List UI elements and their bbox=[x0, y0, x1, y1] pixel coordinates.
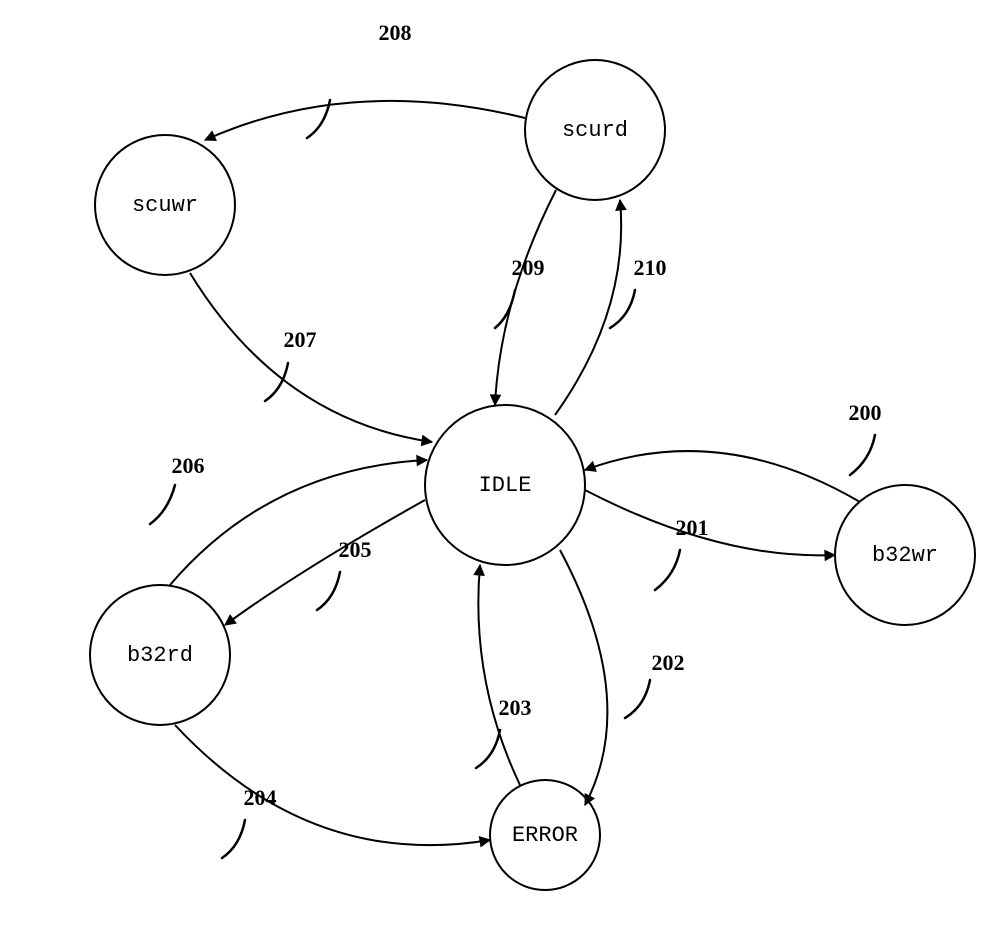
edge-e203: 203 bbox=[476, 565, 532, 785]
edge-label-e201: 201 bbox=[676, 515, 709, 540]
node-label-idle: IDLE bbox=[479, 473, 532, 498]
edge-e205: 205 bbox=[225, 500, 425, 625]
node-label-scurd: scurd bbox=[562, 118, 628, 143]
edge-label-e208: 208 bbox=[379, 20, 412, 45]
edge-e210: 210 bbox=[555, 200, 667, 415]
edge-label-e204: 204 bbox=[244, 785, 277, 810]
edge-e206: 206 bbox=[150, 453, 427, 585]
edge-label-e209: 209 bbox=[512, 255, 545, 280]
node-scurd: scurd bbox=[525, 60, 665, 200]
edge-e202: 202 bbox=[560, 550, 685, 805]
node-label-error: ERROR bbox=[512, 823, 578, 848]
edge-e207: 207 bbox=[190, 273, 432, 442]
edge-label-e207: 207 bbox=[284, 327, 317, 352]
node-scuwr: scuwr bbox=[95, 135, 235, 275]
edge-label-e202: 202 bbox=[652, 650, 685, 675]
node-b32wr: b32wr bbox=[835, 485, 975, 625]
node-error: ERROR bbox=[490, 780, 600, 890]
edge-e200: 200 bbox=[585, 400, 882, 502]
node-label-scuwr: scuwr bbox=[132, 193, 198, 218]
edge-label-e206: 206 bbox=[172, 453, 205, 478]
state-diagram: 200 201 202 203 204 205 206 207 208 209 210 IDLE scu… bbox=[0, 0, 1000, 931]
edge-e208: 208 bbox=[205, 20, 525, 140]
edge-e204: 204 bbox=[175, 725, 490, 858]
edge-e201: 201 bbox=[585, 490, 835, 590]
node-label-b32wr: b32wr bbox=[872, 543, 938, 568]
edge-label-e210: 210 bbox=[634, 255, 667, 280]
node-idle: IDLE bbox=[425, 405, 585, 565]
edge-label-e205: 205 bbox=[339, 537, 372, 562]
edge-e209: 209 bbox=[495, 190, 556, 405]
edge-label-e203: 203 bbox=[499, 695, 532, 720]
node-label-b32rd: b32rd bbox=[127, 643, 193, 668]
node-b32rd: b32rd bbox=[90, 585, 230, 725]
edge-label-e200: 200 bbox=[849, 400, 882, 425]
